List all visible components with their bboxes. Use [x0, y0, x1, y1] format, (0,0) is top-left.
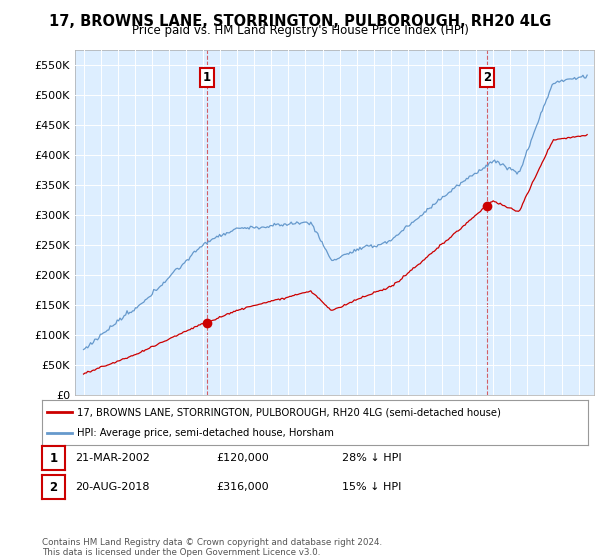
Text: 21-MAR-2002: 21-MAR-2002: [75, 452, 150, 463]
Text: 1: 1: [49, 451, 58, 465]
Text: £316,000: £316,000: [216, 482, 269, 492]
Text: Price paid vs. HM Land Registry's House Price Index (HPI): Price paid vs. HM Land Registry's House …: [131, 24, 469, 37]
Text: £120,000: £120,000: [216, 452, 269, 463]
Text: 28% ↓ HPI: 28% ↓ HPI: [342, 452, 401, 463]
Text: 1: 1: [203, 71, 211, 84]
Text: 15% ↓ HPI: 15% ↓ HPI: [342, 482, 401, 492]
Text: HPI: Average price, semi-detached house, Horsham: HPI: Average price, semi-detached house,…: [77, 428, 334, 438]
Text: 20-AUG-2018: 20-AUG-2018: [75, 482, 149, 492]
Text: 2: 2: [49, 480, 58, 494]
Text: 17, BROWNS LANE, STORRINGTON, PULBOROUGH, RH20 4LG (semi-detached house): 17, BROWNS LANE, STORRINGTON, PULBOROUGH…: [77, 408, 502, 418]
Text: 2: 2: [483, 71, 491, 84]
Text: 17, BROWNS LANE, STORRINGTON, PULBOROUGH, RH20 4LG: 17, BROWNS LANE, STORRINGTON, PULBOROUGH…: [49, 14, 551, 29]
Text: Contains HM Land Registry data © Crown copyright and database right 2024.
This d: Contains HM Land Registry data © Crown c…: [42, 538, 382, 557]
